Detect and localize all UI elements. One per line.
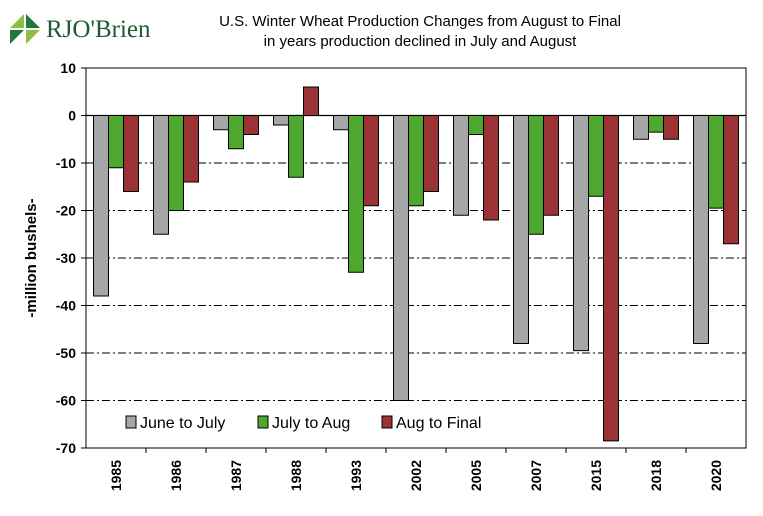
bar-aug-to-final-1986 [183,115,199,183]
bar-aug-to-final-2005 [483,115,499,221]
bar-july-to-aug-2015 [588,115,604,197]
x-tick-label: 2015 [588,460,604,491]
y-axis-label: -million bushels- [23,198,40,317]
bar-aug-to-final-1987 [243,115,259,135]
bar-june-to-july-2007 [513,115,529,344]
rjobrien-logo: RJO'Brien [6,4,166,46]
logo-mark [10,14,40,44]
legend: June to July July to Aug Aug to Final [125,415,481,432]
bar-june-to-july-2020 [693,115,709,344]
x-tick-label: 1993 [348,460,364,491]
bar-july-to-aug-2020 [708,115,724,209]
legend-swatch [257,415,269,429]
bar-july-to-aug-2007 [528,115,544,235]
bar-june-to-july-2018 [633,115,649,140]
bar-july-to-aug-1988 [288,115,304,178]
bar-aug-to-final-2018 [663,115,679,140]
bar-july-to-aug-2002 [408,115,424,207]
bar-june-to-july-1987 [213,115,229,131]
x-tick-label: 1985 [108,460,124,491]
bar-june-to-july-2002 [393,115,409,401]
bar-july-to-aug-1987 [228,115,244,150]
bar-aug-to-final-2020 [723,115,739,245]
legend-swatch [381,415,393,429]
x-tick-label: 1986 [168,460,184,491]
chart-title: U.S. Winter Wheat Production Changes fro… [219,13,621,30]
bar-aug-to-final-2002 [423,115,439,192]
legend-label: July to Aug [272,415,350,432]
bar-july-to-aug-1993 [348,115,364,273]
y-tick-label: -60 [56,393,76,409]
chart-subtitle: in years production declined in July and… [263,33,577,50]
x-tick-label: 2018 [648,460,664,491]
bar-aug-to-final-2015 [603,115,619,442]
y-tick-label: -10 [56,155,76,171]
chart-title-block: U.S. Winter Wheat Production Changes fro… [170,12,670,52]
bar-june-to-july-1986 [153,115,169,235]
legend-label: Aug to Final [396,415,481,432]
y-tick-label: -70 [56,440,76,456]
y-tick-label: -20 [56,203,76,219]
y-tick-label: -50 [56,345,76,361]
bar-june-to-july-1985 [93,115,109,297]
bar-aug-to-final-1988 [303,86,319,116]
y-tick-label: -30 [56,250,76,266]
y-tick-label: 0 [68,108,76,124]
bars [93,86,739,442]
bar-june-to-july-1988 [273,115,289,126]
bar-aug-to-final-2007 [543,115,559,216]
x-tick-label: 1988 [288,460,304,491]
bar-july-to-aug-2005 [468,115,484,135]
x-tick-label: 1987 [228,460,244,491]
bar-july-to-aug-1985 [108,115,124,169]
y-tick-label: 10 [60,60,76,76]
legend-swatch [125,415,137,429]
x-tick-label: 2005 [468,460,484,491]
bar-aug-to-final-1993 [363,115,379,207]
x-tick-label: 2007 [528,460,544,491]
bar-aug-to-final-1985 [123,115,139,192]
x-tick-label: 2020 [708,460,724,491]
y-tick-label: -40 [56,298,76,314]
bar-june-to-july-1993 [333,115,349,131]
bar-july-to-aug-2018 [648,115,664,133]
bar-june-to-july-2005 [453,115,469,216]
legend-label: June to July [140,415,225,432]
logo-text: RJO'Brien [46,16,151,43]
x-tick-label: 2002 [408,460,424,491]
axes: 10 0 -10 -20 -30 -40 -50 -60 -70 1985 1986 1987 1988… [56,60,724,491]
bar-july-to-aug-1986 [168,115,184,211]
bar-june-to-july-2015 [573,115,589,352]
